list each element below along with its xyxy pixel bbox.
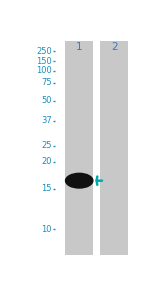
Ellipse shape [66,173,93,188]
Text: 100: 100 [36,66,52,75]
Text: 20: 20 [41,157,52,166]
Text: 150: 150 [36,57,52,66]
Bar [100,41,128,255]
Text: 37: 37 [41,116,52,125]
Text: 25: 25 [41,141,52,150]
Bar [65,41,93,255]
Text: 15: 15 [41,184,52,193]
Text: 10: 10 [41,225,52,234]
Text: 250: 250 [36,47,52,56]
Text: 50: 50 [41,96,52,105]
Text: 1: 1 [76,42,83,52]
Text: 75: 75 [41,78,52,87]
Text: 2: 2 [111,42,117,52]
